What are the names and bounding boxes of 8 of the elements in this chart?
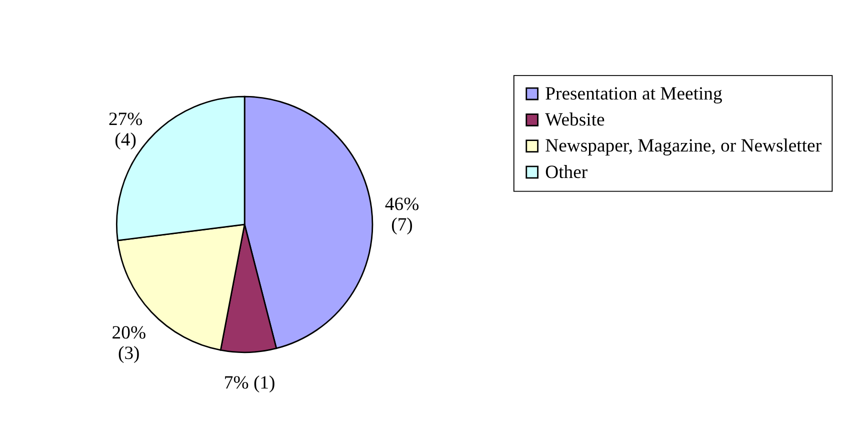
data-label: 46% (7) — [384, 194, 420, 236]
legend-label: Other — [545, 162, 588, 183]
legend-label: Website — [545, 110, 605, 131]
data-label: 27% (4) — [108, 109, 143, 151]
legend-label: Presentation at Meeting — [545, 83, 722, 104]
data-label: 7% (1) — [224, 372, 276, 394]
legend-label: Newspaper, Magazine, or Newsletter — [545, 136, 822, 157]
data-label: 20% (3) — [112, 322, 146, 364]
